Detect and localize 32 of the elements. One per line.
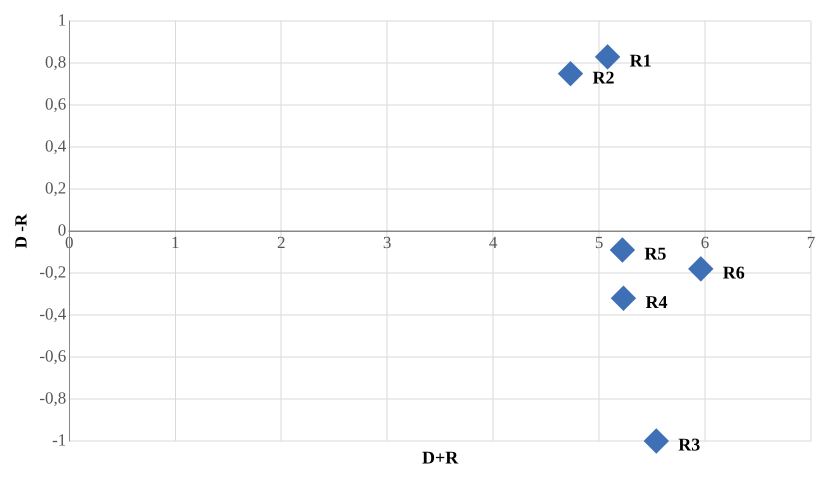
annotation: R3 xyxy=(678,434,700,455)
annotation: R5 xyxy=(644,244,666,264)
y-tick-label: -0,6 xyxy=(39,346,66,366)
x-tick-label: 5 xyxy=(594,232,604,252)
annotation: R4 xyxy=(645,292,668,312)
x-tick-label: 2 xyxy=(276,232,286,252)
x-tick-label: 3 xyxy=(382,232,392,252)
annotation: R6 xyxy=(722,262,745,283)
x-tick-label: 7 xyxy=(806,232,816,252)
point xyxy=(610,286,636,311)
point xyxy=(558,61,583,86)
point xyxy=(610,237,635,262)
y-tick-label: 0,6 xyxy=(45,94,66,114)
point xyxy=(688,256,714,282)
annotation: R1 xyxy=(630,50,652,71)
x-tick-label: 1 xyxy=(171,232,180,252)
y-tick-label: -1 xyxy=(52,430,66,450)
y-tick-label: -0,2 xyxy=(39,262,66,282)
point xyxy=(644,428,669,454)
x-tick-label: 4 xyxy=(488,232,498,252)
y-tick-label: -0,8 xyxy=(39,388,66,408)
point xyxy=(595,44,620,70)
y-tick-label: 0 xyxy=(58,220,66,240)
y-axis-title: D -R xyxy=(12,213,31,248)
y-tick-label: -0,4 xyxy=(39,304,67,324)
y-tick-label: 0,4 xyxy=(45,136,67,156)
y-tick-label: 1 xyxy=(58,10,66,30)
x-axis-title: D+R xyxy=(422,448,460,468)
x-tick-label: 6 xyxy=(700,232,710,252)
y-tick-label: 0,8 xyxy=(45,52,66,72)
annotation: R2 xyxy=(592,67,614,88)
y-tick-label: 0,2 xyxy=(45,178,66,198)
